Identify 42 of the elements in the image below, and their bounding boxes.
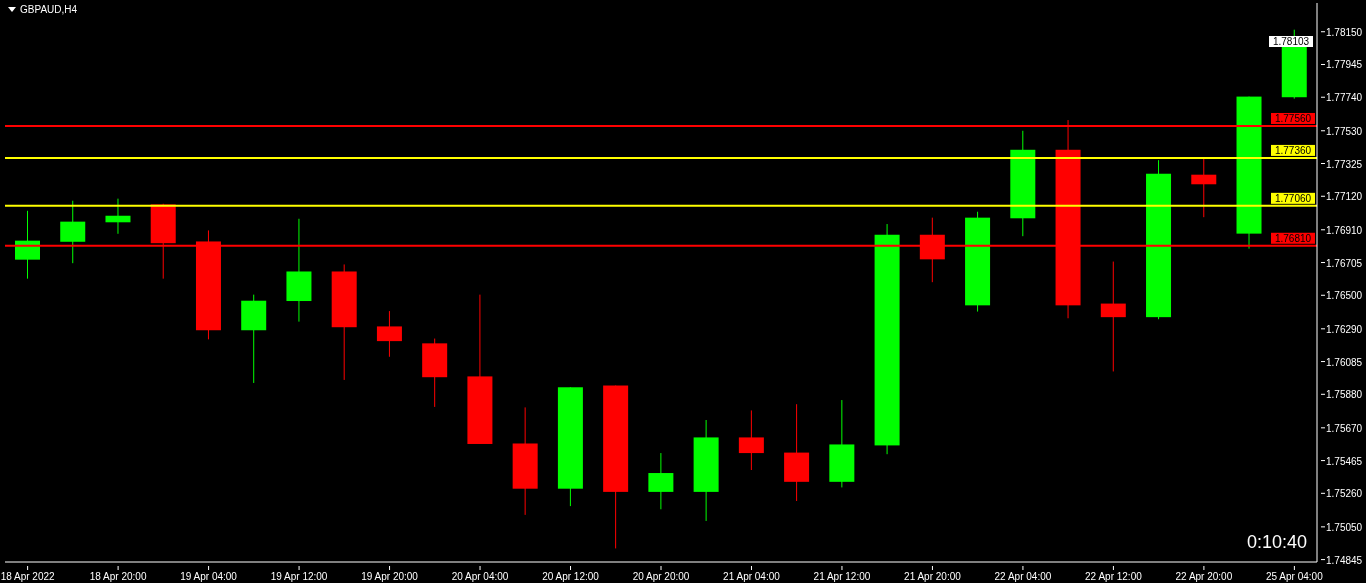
x-tick-label: 21 Apr 12:00 <box>813 571 871 582</box>
x-tick-label: 20 Apr 12:00 <box>542 571 600 582</box>
y-tick-label: 1.76085 <box>1326 356 1363 368</box>
y-tick-label: 1.75050 <box>1326 521 1363 533</box>
x-tick-label: 21 Apr 04:00 <box>723 571 781 582</box>
x-tick-label: 19 Apr 20:00 <box>361 571 419 582</box>
ref-line-label: 1.76810 <box>1274 232 1312 244</box>
x-tick-label: 18 Apr 2022 <box>0 571 56 582</box>
x-tick-label: 20 Apr 20:00 <box>632 571 690 582</box>
ref-line-label: 1.77560 <box>1274 112 1312 124</box>
y-tick-label: 1.77945 <box>1326 59 1363 71</box>
ref-line-label: 1.77360 <box>1274 144 1312 156</box>
y-tick-label: 1.76290 <box>1326 323 1363 335</box>
annotation: 0:10:40 <box>1246 532 1307 553</box>
y-tick-label: 1.74845 <box>1326 554 1363 566</box>
x-tick-label: 22 Apr 04:00 <box>994 571 1052 582</box>
y-tick-label: 1.78150 <box>1326 26 1363 38</box>
y-tick-label: 1.77325 <box>1326 158 1363 170</box>
ref-line-label: 1.77060 <box>1274 192 1312 204</box>
x-tick-label: 22 Apr 12:00 <box>1085 571 1143 582</box>
y-tick-label: 1.75670 <box>1326 422 1363 434</box>
x-tick-label: 21 Apr 20:00 <box>904 571 962 582</box>
x-tick-label: 19 Apr 04:00 <box>180 571 238 582</box>
x-tick-label: 25 Apr 04:00 <box>1266 571 1324 582</box>
y-tick-label: 1.77740 <box>1326 92 1363 104</box>
y-tick-label: 1.76705 <box>1326 257 1363 269</box>
candlestick <box>105 198 131 235</box>
x-tick-label: 22 Apr 20:00 <box>1175 571 1233 582</box>
chart-title: GBPAUD,H4 <box>20 4 78 15</box>
y-tick-label: 1.75260 <box>1326 488 1363 500</box>
x-tick-label: 20 Apr 04:00 <box>451 571 509 582</box>
candlestick <box>1191 157 1217 218</box>
y-tick-label: 1.75465 <box>1326 455 1363 467</box>
annotation: 1.78103 <box>1269 36 1313 47</box>
y-tick-label: 1.76910 <box>1326 224 1363 236</box>
x-tick-label: 19 Apr 12:00 <box>270 571 328 582</box>
y-tick-label: 1.75880 <box>1326 389 1363 401</box>
candlestick <box>1100 261 1126 372</box>
y-tick-label: 1.77120 <box>1326 191 1363 203</box>
y-tick-label: 1.76500 <box>1326 290 1363 302</box>
y-tick-label: 1.77530 <box>1326 125 1363 137</box>
x-tick-label: 18 Apr 20:00 <box>89 571 147 582</box>
